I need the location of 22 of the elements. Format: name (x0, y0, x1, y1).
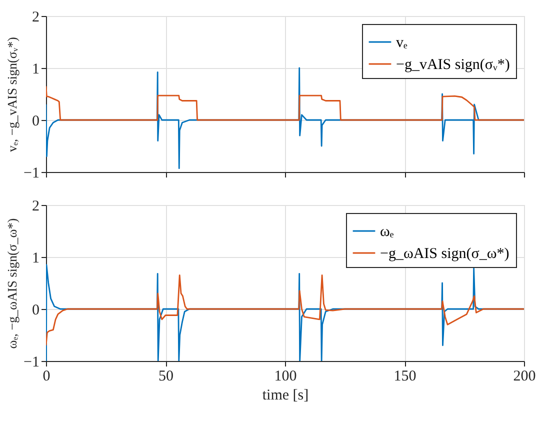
x-tick-label: 200 (513, 368, 536, 384)
x-tick-label: 150 (394, 368, 416, 384)
y-tick-label: 0 (32, 114, 40, 130)
legend-label: −g_ωAIS sign(σ_ω*) (380, 246, 510, 262)
y-tick-label: 2 (32, 10, 40, 26)
y-tick-label: 1 (32, 250, 40, 266)
legend-label: −g_vAIS sign(σᵥ*) (396, 57, 510, 73)
line-series (46, 86, 524, 121)
x-tick-label: 0 (42, 368, 50, 384)
y-axis-title: ωₑ, −g_ωAIS sign(σ_ω*) (4, 218, 20, 349)
line-series (46, 274, 524, 346)
legend-label: ωₑ (380, 224, 394, 240)
x-tick-label: 100 (274, 368, 297, 384)
x-axis-title: time [s] (262, 388, 309, 404)
y-tick-label: −1 (24, 354, 40, 370)
legend-label: vₑ (396, 35, 408, 51)
y-tick-label: −1 (24, 166, 40, 182)
y-axis-title: vₑ, −g_vAIS sign(σᵥ*) (4, 36, 20, 152)
x-tick-label: 50 (158, 368, 174, 384)
y-tick-label: 0 (32, 302, 40, 318)
y-tick-label: 1 (32, 62, 40, 78)
y-tick-label: 2 (32, 198, 40, 214)
